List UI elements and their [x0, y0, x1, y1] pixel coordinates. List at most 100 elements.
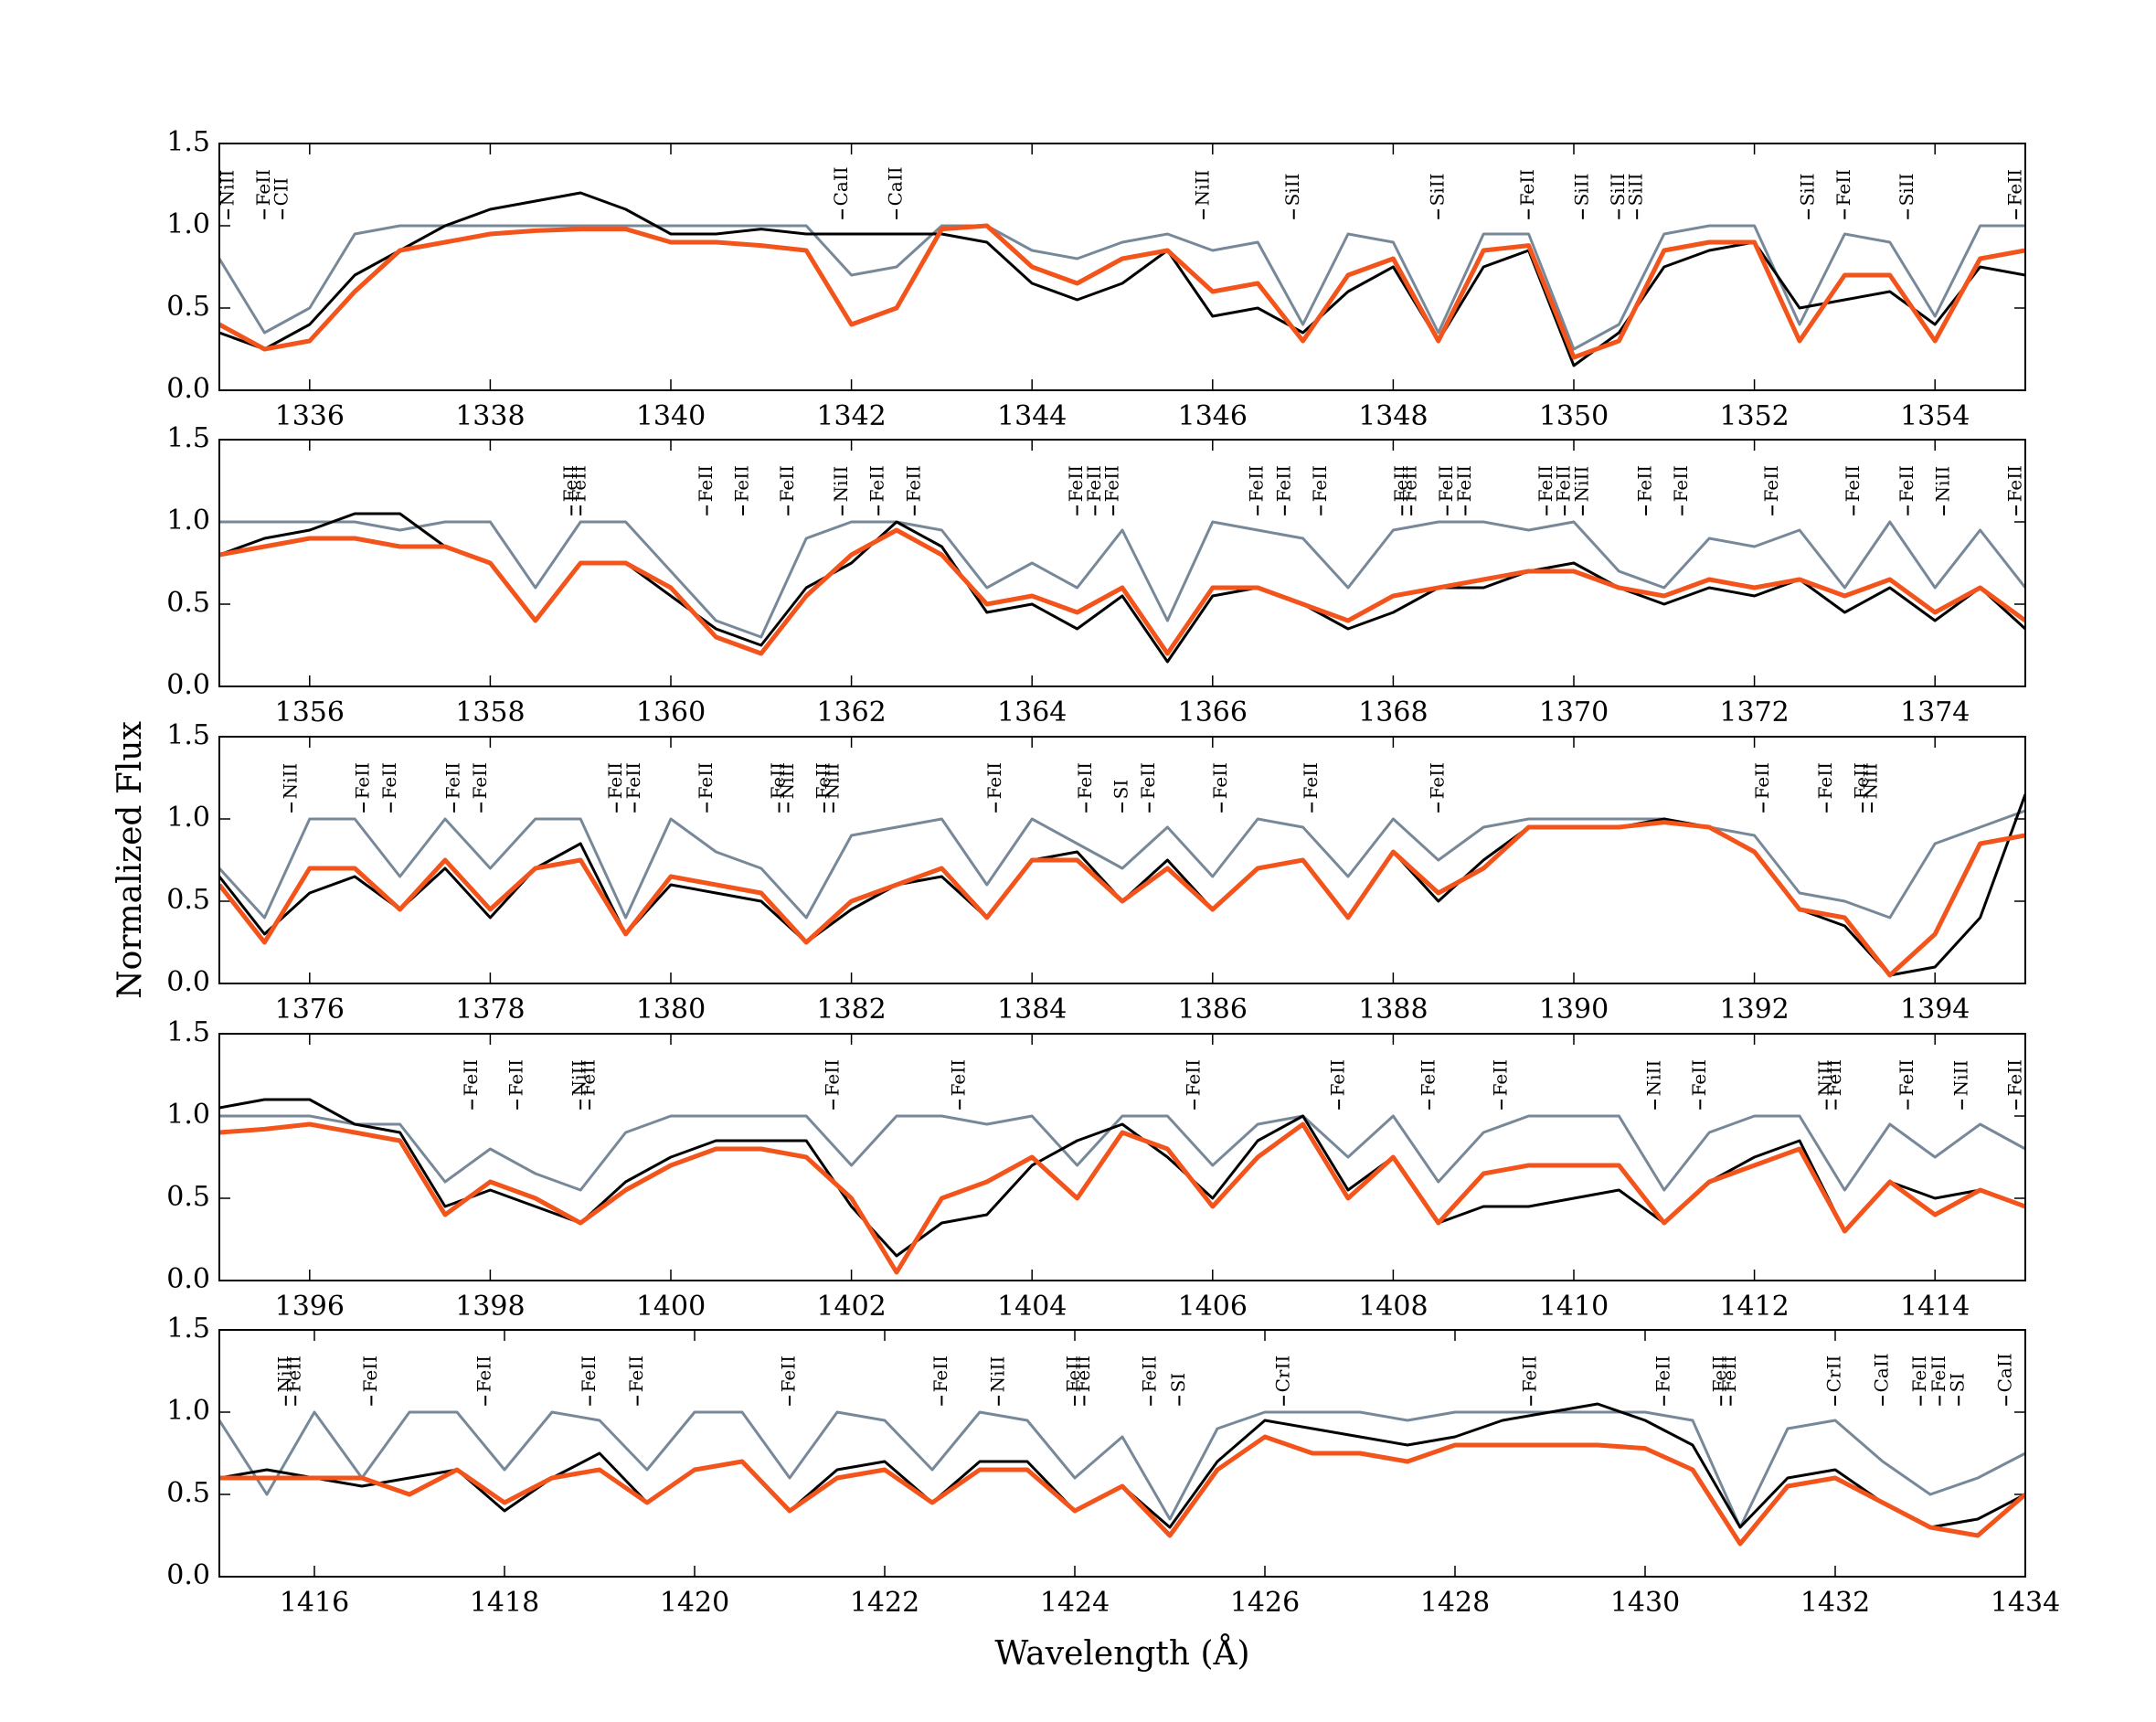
line-label: FeII — [2004, 1059, 2026, 1096]
line-label: FeII — [948, 1059, 970, 1096]
x-tick-label: 1368 — [1358, 696, 1428, 728]
x-tick-label: 1380 — [636, 994, 706, 1026]
line-label: FeII — [1137, 762, 1159, 799]
y-tick-label: 0.0 — [166, 1263, 210, 1295]
spectrum-line — [219, 520, 2025, 639]
line-label: FeII — [695, 465, 717, 502]
x-tick-label: 1350 — [1539, 400, 1609, 432]
line-label: FeII — [559, 465, 581, 502]
line-label: FeII — [1083, 465, 1105, 502]
line-label: CaII — [830, 166, 852, 206]
axes-frame — [218, 736, 2026, 984]
line-label: FeII — [1709, 1355, 1731, 1392]
line-label: FeII — [441, 762, 463, 799]
line-label: FeII — [902, 465, 924, 502]
axes-frame — [218, 1329, 2026, 1578]
axes-frame — [218, 143, 2026, 391]
spectrum-line — [219, 1410, 2025, 1529]
x-tick-label: 1358 — [455, 696, 525, 728]
line-label: NiII — [273, 1356, 295, 1393]
line-label: CaII — [1871, 1353, 1893, 1392]
line-label: FeII — [983, 762, 1005, 799]
y-tick-label: 1.0 — [166, 802, 210, 834]
panel: 1396 1398 1400 1402 1404 1406 1408 1410 1412 1414… — [166, 1016, 2026, 1323]
line-label: FeII — [1272, 465, 1294, 502]
y-tick-label: 0.5 — [166, 1181, 210, 1213]
line-label: FeII — [1183, 1059, 1205, 1096]
x-tick-label: 1430 — [1610, 1587, 1680, 1619]
line-label: FeII — [1634, 465, 1656, 502]
x-tick-label: 1406 — [1178, 1291, 1248, 1323]
line-label: FeII — [866, 465, 888, 502]
spectrum-line — [219, 809, 2025, 919]
x-tick-label: 1420 — [660, 1587, 729, 1619]
x-tick-label: 1398 — [455, 1291, 525, 1323]
line-label: NiII — [776, 763, 798, 800]
y-tick-label: 0.0 — [166, 1559, 210, 1591]
y-tick-label: 1.5 — [166, 1016, 210, 1048]
line-label: FeII — [1670, 465, 1692, 502]
spectrum-line — [219, 1098, 2025, 1258]
x-tick-label: 1418 — [470, 1587, 539, 1619]
line-label: FeII — [821, 1059, 843, 1096]
line-label: NiII — [1642, 1060, 1664, 1097]
x-tick-label: 1412 — [1719, 1291, 1789, 1323]
line-label: FeII — [1823, 1059, 1845, 1096]
line-label: FeII — [1851, 762, 1873, 799]
x-tick-label: 1346 — [1178, 400, 1248, 432]
panel: 1336 1338 1340 1342 1344 1346 1348 1350 1352 1354… — [166, 126, 2026, 432]
x-tick-label: 1416 — [280, 1587, 349, 1619]
line-label: FeII — [473, 1355, 495, 1392]
line-label: SI — [1167, 1373, 1189, 1393]
line-label: FeII — [2004, 169, 2026, 206]
line-label: FeII — [469, 762, 491, 799]
line-label: FeII — [1072, 1355, 1094, 1392]
y-tick-label: 1.0 — [166, 1099, 210, 1131]
line-label: SI — [1947, 1373, 1969, 1393]
line-label: FeII — [505, 1059, 527, 1096]
line-label: SI — [1110, 780, 1132, 800]
x-tick-label: 1362 — [816, 696, 886, 728]
x-tick-label: 1348 — [1358, 400, 1428, 432]
line-label: FeII — [352, 762, 374, 799]
x-tick-label: 1408 — [1358, 1291, 1428, 1323]
spectrum-line — [219, 191, 2025, 367]
line-label: FeII — [1327, 1059, 1349, 1096]
line-label: FeII — [2004, 465, 2026, 502]
y-tick-label: 0.5 — [166, 884, 210, 916]
x-tick-label: 1414 — [1900, 1291, 1970, 1323]
line-label: FeII — [1309, 465, 1331, 502]
spectrum-line — [219, 1121, 2025, 1275]
line-label: NiII — [1932, 466, 1954, 503]
line-label: FeII — [1519, 1355, 1541, 1392]
line-label: FeII — [568, 465, 590, 502]
line-label: SiII — [1426, 173, 1448, 206]
y-tick-label: 0.5 — [166, 587, 210, 619]
y-tick-label: 1.0 — [166, 505, 210, 537]
line-label: CII — [271, 177, 292, 206]
line-label: NiII — [830, 466, 852, 503]
line-label: FeII — [1435, 465, 1457, 502]
y-tick-label: 1.5 — [166, 422, 210, 454]
line-label: FeII — [578, 1355, 600, 1392]
line-label: CrII — [1823, 1355, 1845, 1393]
x-tick-label: 1392 — [1719, 994, 1789, 1026]
line-label: FeII — [1535, 465, 1556, 502]
x-tick-label: 1424 — [1040, 1587, 1110, 1619]
x-tick-label: 1360 — [636, 696, 706, 728]
line-label: FeII — [1842, 465, 1864, 502]
line-label: FeII — [1390, 465, 1412, 502]
line-label: FeII — [1908, 1355, 1930, 1392]
line-label: FeII — [1928, 1355, 1949, 1392]
line-label: FeII — [378, 762, 400, 799]
x-tick-label: 1388 — [1358, 994, 1428, 1026]
line-label: FeII — [1074, 762, 1096, 799]
panel: 1416 1418 1420 1422 1424 1426 1428 1430 1432 1434… — [166, 1313, 2060, 1619]
line-label: SiII — [1625, 173, 1647, 206]
line-label: FeII — [812, 762, 834, 799]
y-tick-label: 1.5 — [166, 126, 210, 158]
x-tick-label: 1342 — [816, 400, 886, 432]
line-label: FeII — [1652, 1355, 1673, 1392]
line-label: FeII — [359, 1355, 381, 1392]
